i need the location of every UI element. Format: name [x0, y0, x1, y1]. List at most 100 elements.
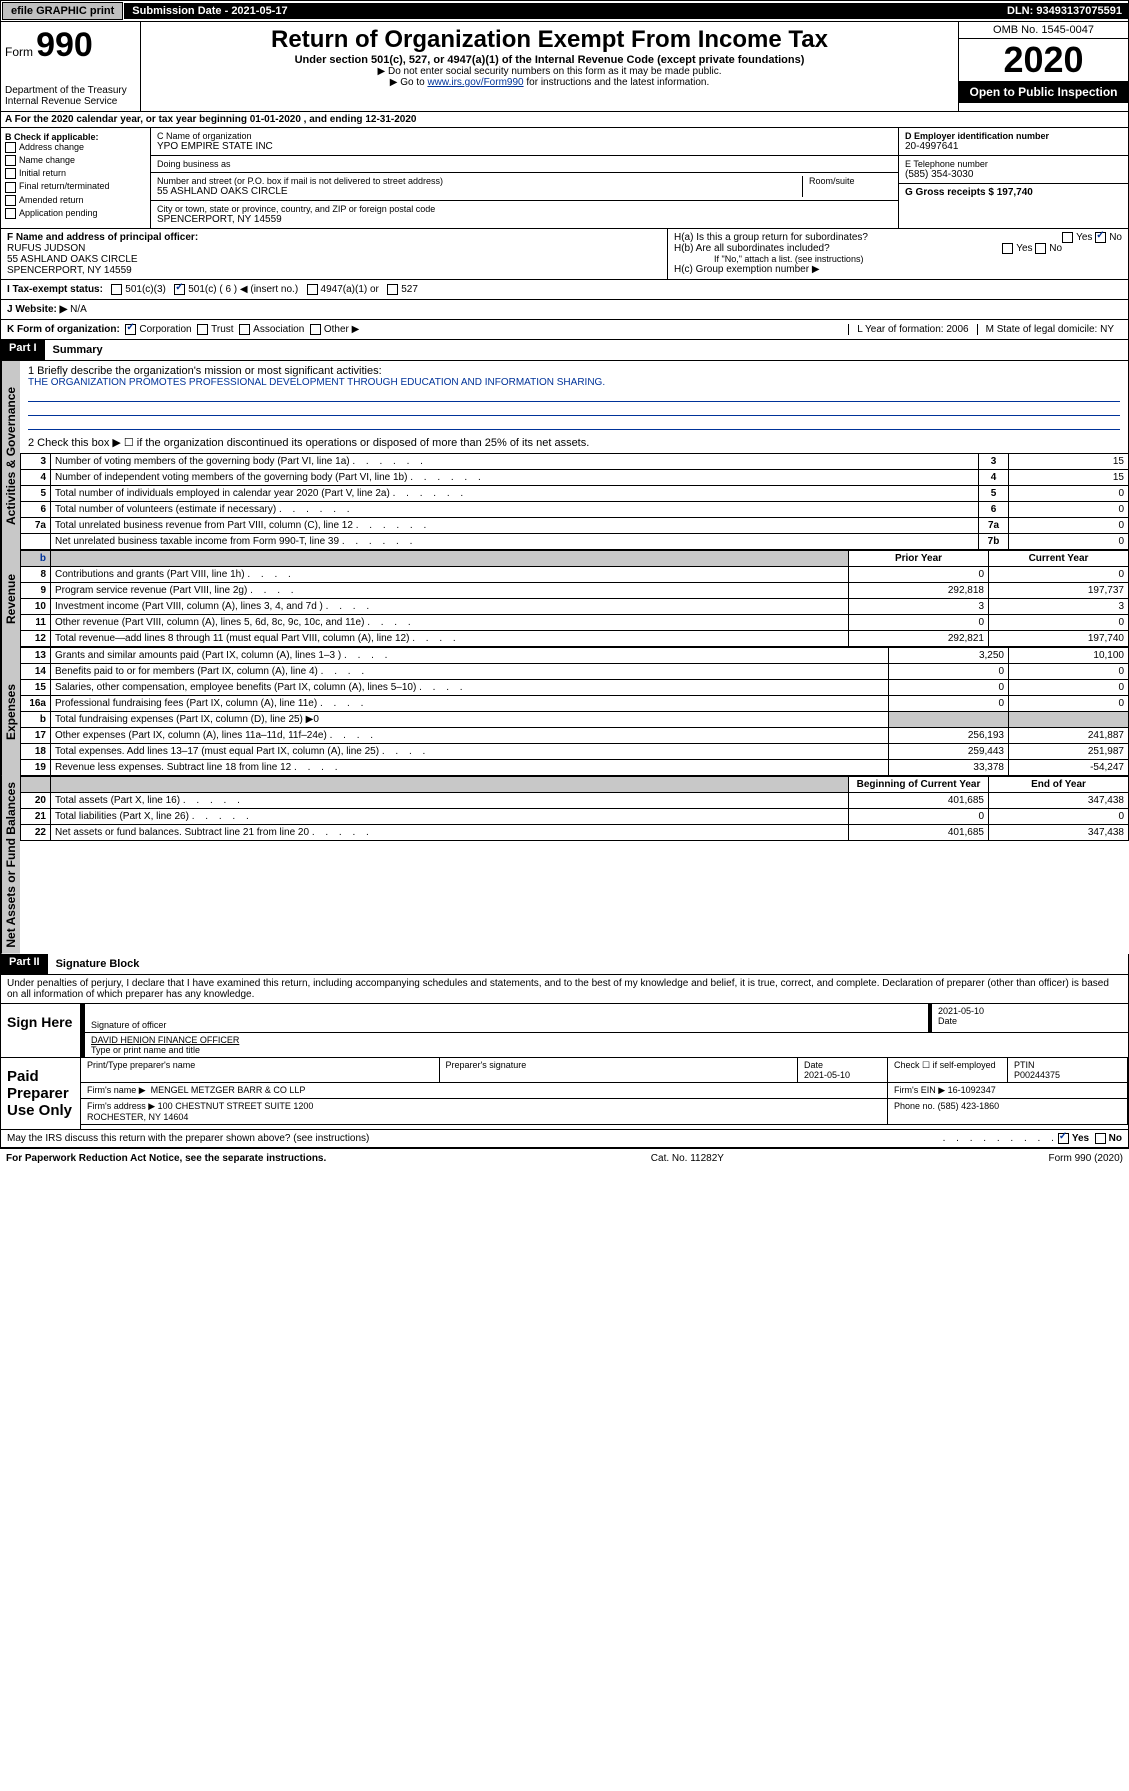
- addr-label: Number and street (or P.O. box if mail i…: [157, 176, 802, 186]
- city-label: City or town, state or province, country…: [157, 204, 892, 214]
- prep-selfemp: Check ☐ if self-employed: [888, 1058, 1008, 1083]
- tab-expenses: Expenses: [1, 647, 20, 776]
- table-row: 18Total expenses. Add lines 13–17 (must …: [21, 744, 1129, 760]
- ein-value: 20-4997641: [905, 141, 1122, 152]
- table-row: 3Number of voting members of the governi…: [21, 454, 1129, 470]
- net-assets-table: Beginning of Current YearEnd of Year20To…: [20, 776, 1129, 841]
- chk-other[interactable]: [310, 324, 321, 335]
- prep-date: Date2021-05-10: [798, 1058, 888, 1083]
- row-fh: F Name and address of principal officer:…: [0, 229, 1129, 280]
- dept-label: Department of the Treasury Internal Reve…: [5, 85, 136, 107]
- goto-pre: ▶ Go to: [390, 77, 428, 88]
- box-b-item[interactable]: Final return/terminated: [5, 181, 146, 192]
- efile-button[interactable]: efile GRAPHIC print: [2, 2, 123, 20]
- chk-trust[interactable]: [197, 324, 208, 335]
- chk-corp[interactable]: [125, 324, 136, 335]
- hc-label: H(c) Group exemption number ▶: [674, 264, 1122, 275]
- ha-no-checkbox[interactable]: [1095, 232, 1106, 243]
- ha-label: H(a) Is this a group return for subordin…: [674, 232, 868, 243]
- table-row: 14Benefits paid to or for members (Part …: [21, 664, 1129, 680]
- revenue-table: bPrior YearCurrent Year8Contributions an…: [20, 550, 1129, 647]
- chk-527[interactable]: [387, 284, 398, 295]
- box-b-item[interactable]: Name change: [5, 155, 146, 166]
- mission-line: [28, 416, 1120, 430]
- ha-yes-checkbox[interactable]: [1062, 232, 1073, 243]
- prep-name-hdr: Print/Type preparer's name: [81, 1058, 440, 1083]
- discuss-yes-checkbox[interactable]: [1058, 1133, 1069, 1144]
- table-row: 13Grants and similar amounts paid (Part …: [21, 648, 1129, 664]
- form-header: Form 990 Department of the Treasury Inte…: [0, 22, 1129, 112]
- table-row: 15Salaries, other compensation, employee…: [21, 680, 1129, 696]
- ein-label: D Employer identification number: [905, 131, 1122, 141]
- table-row: 12Total revenue—add lines 8 through 11 (…: [21, 631, 1129, 647]
- table-row: 5Total number of individuals employed in…: [21, 486, 1129, 502]
- table-header-row: bPrior YearCurrent Year: [21, 551, 1129, 567]
- page-footer: For Paperwork Reduction Act Notice, see …: [0, 1148, 1129, 1168]
- table-row: 20Total assets (Part X, line 16) . . . .…: [21, 793, 1129, 809]
- footer-left: For Paperwork Reduction Act Notice, see …: [6, 1153, 326, 1164]
- table-row: 8Contributions and grants (Part VIII, li…: [21, 567, 1129, 583]
- website-label: J Website: ▶: [7, 304, 67, 315]
- box-b-title: B Check if applicable:: [5, 132, 146, 142]
- governance-table: 3Number of voting members of the governi…: [20, 453, 1129, 550]
- box-b-item[interactable]: Initial return: [5, 168, 146, 179]
- mission-text: THE ORGANIZATION PROMOTES PROFESSIONAL D…: [28, 377, 1120, 388]
- state-domicile: M State of legal domicile: NY: [977, 324, 1122, 335]
- form-title: Return of Organization Exempt From Incom…: [145, 26, 954, 54]
- part-ii-badge: Part II: [1, 954, 48, 974]
- footer-right: Form 990 (2020): [1049, 1153, 1123, 1164]
- header-block: B Check if applicable: Address change Nam…: [0, 128, 1129, 229]
- officer-addr1: 55 ASHLAND OAKS CIRCLE: [7, 254, 661, 265]
- tab-governance: Activities & Governance: [1, 361, 20, 550]
- discuss-no-checkbox[interactable]: [1095, 1133, 1106, 1144]
- prep-ptin: PTINP00244375: [1008, 1058, 1128, 1083]
- table-row: 21Total liabilities (Part X, line 26) . …: [21, 809, 1129, 825]
- section-revenue: Revenue bPrior YearCurrent Year8Contribu…: [0, 550, 1129, 647]
- perjury-text: Under penalties of perjury, I declare th…: [0, 975, 1129, 1004]
- print-name-label: Type or print name and title: [91, 1045, 1122, 1055]
- table-row: 17Other expenses (Part IX, column (A), l…: [21, 728, 1129, 744]
- table-row: 22Net assets or fund balances. Subtract …: [21, 825, 1129, 841]
- footer-center: Cat. No. 11282Y: [651, 1153, 724, 1164]
- box-f: F Name and address of principal officer:…: [1, 229, 668, 279]
- table-row: 19Revenue less expenses. Subtract line 1…: [21, 760, 1129, 776]
- table-row: bTotal fundraising expenses (Part IX, co…: [21, 712, 1129, 728]
- dba-label: Doing business as: [157, 159, 892, 169]
- tab-revenue: Revenue: [1, 550, 20, 647]
- box-b-item[interactable]: Application pending: [5, 208, 146, 219]
- box-c: C Name of organization YPO EMPIRE STATE …: [151, 128, 898, 156]
- box-c-label: C Name of organization: [157, 131, 892, 141]
- table-row: 6Total number of volunteers (estimate if…: [21, 502, 1129, 518]
- officer-name: RUFUS JUDSON: [7, 243, 661, 254]
- box-g: G Gross receipts $ 197,740: [899, 184, 1128, 201]
- section-net-assets: Net Assets or Fund Balances Beginning of…: [0, 776, 1129, 954]
- section-governance: Activities & Governance 1 Briefly descri…: [0, 361, 1129, 550]
- chk-501c3[interactable]: [111, 284, 122, 295]
- expenses-table: 13Grants and similar amounts paid (Part …: [20, 647, 1129, 776]
- chk-assoc[interactable]: [239, 324, 250, 335]
- firm-name: Firm's name ▶ MENGEL METZGER BARR & CO L…: [81, 1083, 888, 1099]
- chk-501c[interactable]: [174, 284, 185, 295]
- form-subtitle-2: ▶ Do not enter social security numbers o…: [145, 66, 954, 77]
- form-number: 990: [36, 26, 93, 64]
- table-row: Net unrelated business taxable income fr…: [21, 534, 1129, 550]
- hb-yes-checkbox[interactable]: [1002, 243, 1013, 254]
- row-a-period: A For the 2020 calendar year, or tax yea…: [0, 112, 1129, 128]
- hb-no-checkbox[interactable]: [1035, 243, 1046, 254]
- chk-4947[interactable]: [307, 284, 318, 295]
- box-b-item[interactable]: Amended return: [5, 195, 146, 206]
- irs-link[interactable]: www.irs.gov/Form990: [427, 77, 523, 88]
- tax-year: 2020: [959, 39, 1128, 81]
- goto-post: for instructions and the latest informat…: [526, 77, 709, 88]
- box-b: B Check if applicable: Address change Nam…: [1, 128, 151, 228]
- row-j: J Website: ▶ N/A: [0, 300, 1129, 320]
- officer-print-name: DAVID HENION FINANCE OFFICER: [91, 1035, 1122, 1045]
- paid-preparer-block: Paid Preparer Use Only Print/Type prepar…: [0, 1058, 1129, 1130]
- part-i-header: Part I Summary: [0, 340, 1129, 361]
- line1-label: 1 Briefly describe the organization's mi…: [28, 365, 1120, 377]
- part-ii-title: Signature Block: [48, 954, 148, 974]
- phone-value: (585) 354-3030: [905, 169, 1122, 180]
- box-b-item[interactable]: Address change: [5, 142, 146, 153]
- part-ii-header: Part II Signature Block: [0, 954, 1129, 975]
- table-row: 10Investment income (Part VIII, column (…: [21, 599, 1129, 615]
